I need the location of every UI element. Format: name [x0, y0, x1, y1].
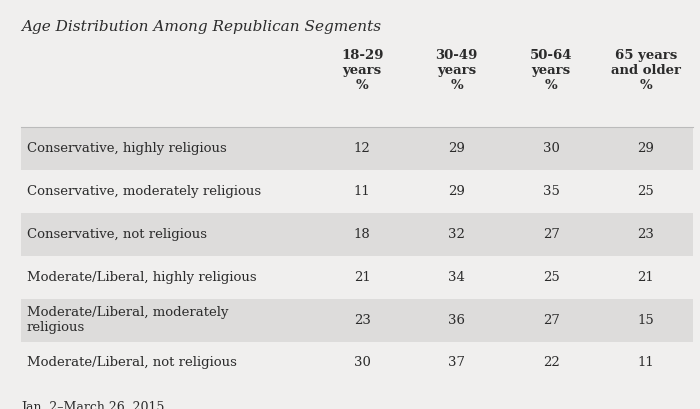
Text: 50-64
years
%: 50-64 years % — [530, 49, 573, 92]
Text: 21: 21 — [638, 271, 654, 283]
Text: 18-29
years
%: 18-29 years % — [341, 49, 384, 92]
Text: 25: 25 — [543, 271, 559, 283]
Text: 34: 34 — [448, 271, 466, 283]
Text: Moderate/Liberal, moderately
religious: Moderate/Liberal, moderately religious — [27, 306, 228, 334]
Text: Conservative, moderately religious: Conservative, moderately religious — [27, 185, 260, 198]
Text: 18: 18 — [354, 228, 370, 240]
Text: 37: 37 — [448, 357, 466, 369]
FancyBboxPatch shape — [21, 213, 693, 256]
Text: 23: 23 — [354, 314, 371, 326]
Text: 32: 32 — [448, 228, 466, 240]
Text: 29: 29 — [448, 185, 466, 198]
Text: 11: 11 — [354, 185, 370, 198]
Text: 35: 35 — [542, 185, 560, 198]
Text: 65 years
and older
%: 65 years and older % — [610, 49, 680, 92]
Text: 22: 22 — [543, 357, 559, 369]
Text: 36: 36 — [448, 314, 466, 326]
Text: 29: 29 — [637, 142, 654, 155]
Text: 27: 27 — [542, 314, 560, 326]
Text: 21: 21 — [354, 271, 370, 283]
Text: 30-49
years
%: 30-49 years % — [435, 49, 478, 92]
Text: Jan. 2–March 26, 2015: Jan. 2–March 26, 2015 — [21, 401, 164, 409]
Text: 30: 30 — [542, 142, 560, 155]
Text: 11: 11 — [638, 357, 654, 369]
Text: Moderate/Liberal, highly religious: Moderate/Liberal, highly religious — [27, 271, 256, 283]
Text: 27: 27 — [542, 228, 560, 240]
Text: Moderate/Liberal, not religious: Moderate/Liberal, not religious — [27, 357, 237, 369]
Text: 29: 29 — [448, 142, 466, 155]
Text: 25: 25 — [638, 185, 654, 198]
Text: 12: 12 — [354, 142, 370, 155]
Text: 30: 30 — [354, 357, 371, 369]
Text: 15: 15 — [638, 314, 654, 326]
Text: Conservative, highly religious: Conservative, highly religious — [27, 142, 226, 155]
FancyBboxPatch shape — [21, 127, 693, 170]
Text: Conservative, not religious: Conservative, not religious — [27, 228, 206, 240]
Text: 23: 23 — [637, 228, 654, 240]
Text: Age Distribution Among Republican Segments: Age Distribution Among Republican Segmen… — [21, 20, 381, 34]
FancyBboxPatch shape — [21, 299, 693, 342]
